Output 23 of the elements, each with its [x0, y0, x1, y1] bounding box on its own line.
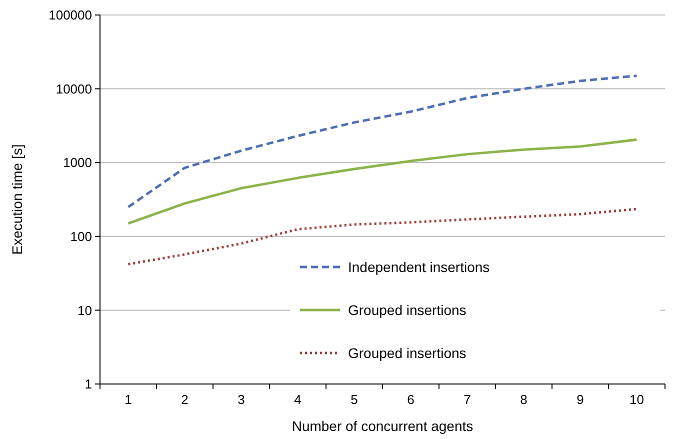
x-tick-label: 3: [238, 392, 245, 407]
y-tick-label: 10000: [56, 81, 92, 96]
x-tick-label: 10: [630, 392, 644, 407]
x-tick-label: 9: [576, 392, 584, 407]
x-tick-label: 2: [181, 392, 188, 407]
legend-label: Grouped insertions: [348, 344, 466, 361]
x-tick-label: 4: [294, 392, 302, 407]
x-tick-label: 1: [124, 392, 132, 407]
x-tick-label: 8: [520, 392, 528, 407]
x-axis-title: Number of concurrent agents: [292, 418, 474, 434]
y-tick-label: 1: [84, 376, 92, 392]
y-tick-label: 100: [70, 228, 92, 244]
line-series: [127, 138, 638, 225]
legend-label: Grouped insertions: [348, 302, 466, 318]
y-tick-label: 100000: [48, 8, 92, 23]
x-tick-label: 6: [407, 392, 414, 407]
y-axis-title: Execution time [s]: [9, 144, 25, 255]
x-tick-label: 5: [350, 392, 358, 407]
y-tick-label: 10: [78, 302, 92, 318]
line-series: [127, 74, 638, 208]
y-tick-label: 1000: [63, 155, 92, 170]
legend-label: Independent insertions: [348, 258, 490, 275]
x-tick-label: 7: [464, 392, 471, 407]
